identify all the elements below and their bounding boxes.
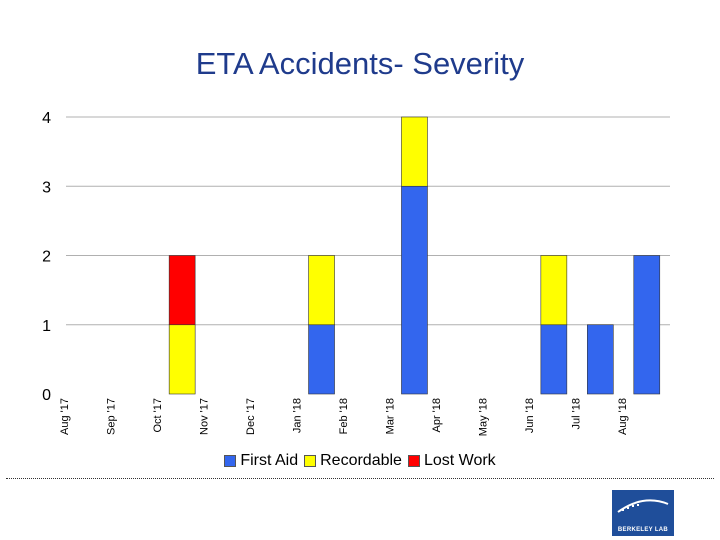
legend-swatch [224,455,237,467]
x-tick-label: Aug '17 [59,398,71,435]
y-tick-label: 0 [42,387,51,404]
bar-segment [308,324,335,395]
bar-segment [540,324,568,395]
footer-divider [6,478,714,479]
x-tick-label: Oct '17 [152,398,164,433]
x-tick-label: Jan '18 [292,398,304,433]
chart-legend: First Aid Recordable Lost Work [0,452,720,470]
legend-label: First Aid [240,452,299,469]
legend-swatch [304,455,317,467]
x-tick-label: May '18 [477,398,489,436]
y-tick-label: 4 [42,110,51,127]
bar-segment [308,255,335,326]
y-tick-label: 2 [42,249,51,266]
x-tick-label: Mar '18 [384,398,396,434]
bar-segment [401,185,428,395]
x-tick-label: Sep '17 [106,398,118,435]
page-title: ETA Accidents- Severity [195,46,525,81]
bar-segment [540,255,568,326]
legend-item: Lost Work [407,452,496,470]
bar-segment [168,255,196,326]
x-tick-label: Dec '17 [245,398,257,435]
y-tick-label: 3 [42,179,51,196]
x-tick-label: Feb '18 [338,398,350,434]
legend-label: Recordable [320,452,402,469]
legend-item: First Aid [224,452,298,470]
logo-mark-icon [617,499,669,513]
legend-label: Lost Work [423,452,496,469]
y-tick-label: 1 [42,318,51,335]
x-tick-label: Nov '17 [199,398,211,435]
x-tick-label: Apr '18 [431,398,443,433]
bar-segment [633,255,661,395]
bar-segment [168,324,196,395]
x-tick-label: Jul '18 [570,398,582,429]
bar-segment [587,324,614,395]
bar-segment [401,116,428,187]
legend-swatch [407,455,420,467]
logo-text: BERKELEY LAB [617,527,669,533]
x-tick-label: Jun '18 [524,398,536,433]
berkeley-lab-logo: BERKELEY LAB [612,490,674,536]
x-tick-label: Aug '18 [617,398,629,435]
legend-item: Recordable [304,452,402,470]
